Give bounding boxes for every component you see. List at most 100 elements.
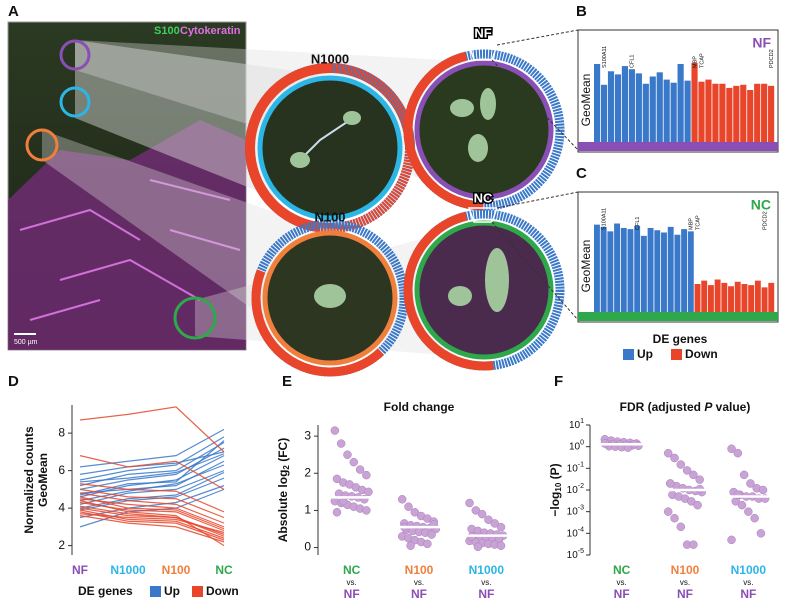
- point: [744, 507, 753, 516]
- gene-line: [79, 513, 225, 534]
- point: [427, 530, 436, 539]
- bar: [661, 232, 667, 312]
- bar: [698, 81, 705, 142]
- point: [343, 450, 352, 459]
- bar: [701, 280, 708, 312]
- gene-line: [79, 498, 225, 528]
- legend-label: Down: [685, 347, 718, 361]
- point: [397, 495, 407, 504]
- point: [336, 439, 346, 448]
- bar: [748, 285, 755, 312]
- bar: [768, 282, 775, 312]
- group-label: N100: [671, 563, 700, 577]
- baseline-strip: [578, 142, 778, 151]
- bar: [674, 234, 681, 312]
- tick-base: 10: [567, 506, 579, 517]
- bar: [687, 231, 694, 312]
- point: [362, 470, 371, 480]
- roi-image: [414, 220, 554, 360]
- bar: [761, 83, 768, 142]
- nerve: [343, 111, 361, 125]
- gene-line: [79, 464, 225, 502]
- y-tick-label: 4: [58, 500, 65, 514]
- gene-line: [79, 488, 225, 519]
- bar: [667, 226, 674, 312]
- point: [477, 509, 487, 519]
- gene-line: [79, 406, 225, 453]
- point: [676, 460, 686, 469]
- bar: [754, 280, 761, 312]
- label: −log10 (P): [548, 463, 563, 516]
- x-tick-label: N1000: [110, 563, 146, 577]
- y-axis-label: GeoMean: [579, 74, 593, 127]
- point: [727, 444, 736, 454]
- bar: [733, 85, 740, 142]
- gene-line: [79, 436, 225, 481]
- y-tick-label: 2: [304, 465, 311, 479]
- point: [750, 513, 759, 523]
- gene-line: [79, 483, 225, 513]
- roi: [25, 128, 59, 162]
- legend-swatch: [671, 349, 682, 360]
- gene-ring: [403, 49, 565, 211]
- roi: [173, 296, 217, 340]
- bar: [691, 62, 698, 142]
- bar: [670, 82, 677, 142]
- tick-base: 10: [567, 550, 579, 561]
- point: [364, 487, 373, 497]
- legend-label: Up: [637, 347, 653, 361]
- gene-label: MBP: [689, 218, 695, 230]
- bar: [728, 286, 734, 312]
- panel-title: NF: [752, 35, 771, 51]
- bar: [761, 287, 768, 312]
- vs-label: vs.: [481, 578, 491, 587]
- y-tick-label: 8: [58, 425, 65, 439]
- group-ref: NF: [478, 587, 494, 601]
- y-tick-label: 10-3: [567, 505, 584, 518]
- tick-exp: -2: [578, 483, 584, 490]
- y-tick-label: 6: [58, 463, 65, 477]
- label-part: −log: [548, 492, 562, 517]
- point: [404, 502, 413, 511]
- bar: [719, 83, 726, 142]
- tick-exp: 1: [580, 418, 584, 425]
- vs-label: vs.: [743, 578, 753, 587]
- point: [330, 426, 340, 435]
- group-ref: NF: [740, 587, 756, 601]
- bar: [627, 229, 634, 312]
- y-tick-label: 2: [58, 538, 65, 552]
- tick-base: 10: [569, 420, 581, 431]
- tick-exp: -3: [578, 505, 584, 512]
- label-part: Absolute log: [276, 470, 290, 543]
- point: [465, 498, 474, 508]
- point: [693, 500, 702, 510]
- roi-zoom: NC: [403, 189, 565, 371]
- group-ref: NF: [614, 587, 630, 601]
- bar: [614, 74, 622, 142]
- y-tick-label: 10-5: [567, 548, 584, 561]
- y-tick-label: 3: [304, 428, 311, 442]
- y-tick-label: 0: [304, 540, 311, 554]
- point: [695, 475, 704, 484]
- y-tick-label: 10-1: [567, 461, 584, 474]
- x-tick-label: NF: [72, 563, 88, 577]
- bar: [705, 79, 712, 142]
- group-label: NC: [613, 563, 631, 577]
- point: [739, 470, 749, 480]
- point: [676, 522, 686, 532]
- gene-line: [79, 440, 225, 496]
- tick-base: 10: [569, 441, 581, 452]
- point: [682, 466, 692, 475]
- panel-letter: C: [576, 165, 587, 182]
- bar: [642, 83, 649, 142]
- y-tick-label: 101: [569, 418, 584, 431]
- region-label: N1000: [311, 51, 349, 66]
- bar: [607, 71, 615, 142]
- panel-frame: [577, 29, 779, 153]
- gene-line: [79, 496, 225, 530]
- bar: [726, 87, 733, 142]
- bar: [740, 84, 747, 142]
- nerve: [448, 286, 472, 306]
- tick-exp: -4: [578, 526, 584, 533]
